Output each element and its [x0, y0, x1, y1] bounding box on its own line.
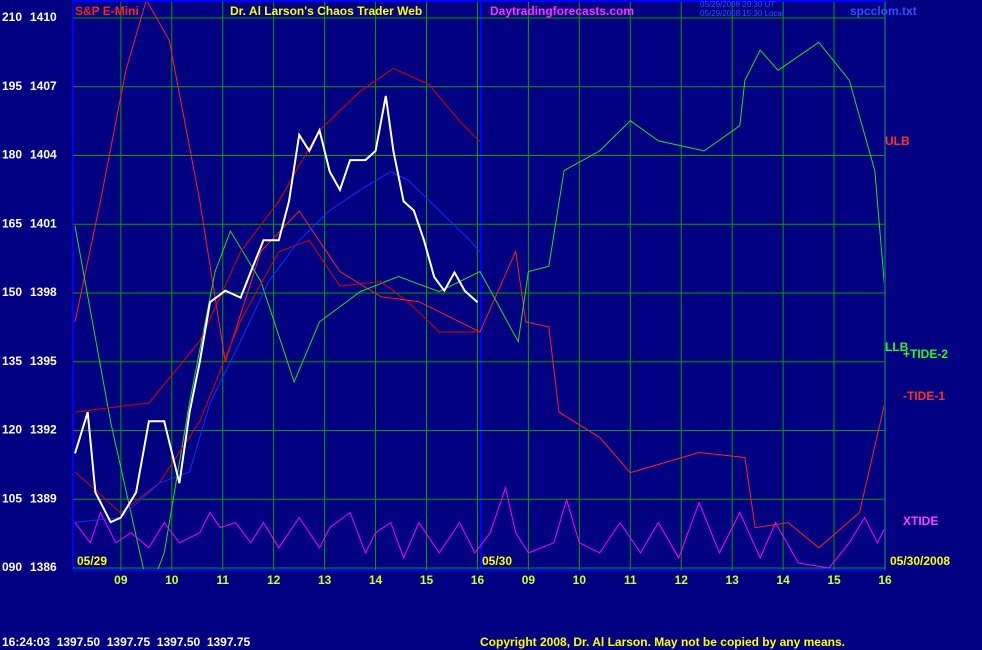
x-tick-label: 12 — [675, 573, 689, 587]
annotation: +TIDE-2 — [903, 347, 948, 361]
x-tick-label: 13 — [318, 573, 332, 587]
status-line: 16:24:03 1397.50 1397.75 1397.50 1397.75 — [2, 635, 251, 649]
annotation: ULB — [885, 134, 910, 148]
timestamp: 05/29/2008 15:30 Local — [700, 9, 784, 18]
y-tick-label: 165 — [2, 216, 22, 230]
y-tick-label: 135 — [2, 354, 22, 368]
date-label: 05/30 — [482, 554, 512, 568]
x-tick-label: 15 — [827, 573, 841, 587]
timestamp: 05/29/2008 20:30 UT — [700, 0, 775, 9]
x-tick-label: 14 — [369, 573, 383, 587]
x-tick-label: 09 — [522, 573, 536, 587]
x-tick-label: 16 — [878, 573, 892, 587]
symbol: S&P E-Mini — [75, 4, 139, 18]
annotation: LLB — [885, 340, 909, 354]
date-label: 05/29 — [77, 554, 107, 568]
y2-tick-label: 1398 — [30, 285, 57, 299]
x-tick-label: 14 — [776, 573, 790, 587]
x-tick-label: 15 — [420, 573, 434, 587]
annotation: -TIDE-1 — [903, 389, 945, 403]
file-name: spcclom.txt — [850, 4, 917, 18]
series-line — [74, 95, 479, 524]
y2-tick-label: 1386 — [30, 560, 57, 574]
plot-area — [74, 2, 884, 569]
x-tick-label: 11 — [216, 573, 229, 587]
date-label: 05/30/2008 — [890, 554, 950, 568]
y2-tick-label: 1389 — [30, 491, 57, 505]
x-tick-label: 12 — [267, 573, 281, 587]
copyright: Copyright 2008, Dr. Al Larson. May not b… — [480, 635, 845, 649]
x-tick-label: 10 — [165, 573, 179, 587]
annotation: XTIDE — [903, 514, 938, 528]
grid — [73, 2, 886, 570]
x-tick-label: 11 — [624, 573, 637, 587]
y-tick-label: 120 — [2, 423, 22, 437]
y2-tick-label: 1401 — [30, 216, 57, 230]
series-line — [74, 170, 481, 523]
series-line — [74, 41, 884, 569]
y-tick-label: 105 — [2, 491, 22, 505]
x-tick-label: 09 — [114, 573, 128, 587]
y2-tick-label: 1395 — [30, 354, 57, 368]
chart-title: Dr. Al Larson's Chaos Trader Web — [230, 4, 422, 18]
series-line — [74, 485, 884, 569]
series-line — [74, 67, 481, 413]
y2-tick-label: 1407 — [30, 79, 57, 93]
y-tick-label: 180 — [2, 148, 22, 162]
y2-tick-label: 1392 — [30, 423, 57, 437]
y-tick-label: 090 — [2, 560, 22, 574]
x-tick-label: 10 — [573, 573, 587, 587]
x-tick-label: 13 — [725, 573, 739, 587]
y-tick-label: 195 — [2, 79, 22, 93]
x-tick-label: 16 — [471, 573, 485, 587]
y-tick-label: 210 — [2, 10, 22, 24]
y-tick-label: 150 — [2, 285, 22, 299]
site: Daytradingforecasts.com — [490, 4, 634, 18]
y2-tick-label: 1410 — [30, 10, 57, 24]
y2-tick-label: 1404 — [30, 148, 57, 162]
series-line — [74, 239, 480, 514]
series-line — [74, 2, 884, 549]
